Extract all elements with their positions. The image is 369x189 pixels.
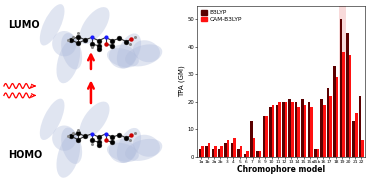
Ellipse shape (107, 48, 139, 67)
Bar (246, 151, 249, 157)
Bar (224, 143, 227, 157)
Bar (317, 149, 319, 157)
Ellipse shape (52, 31, 76, 56)
Bar (265, 116, 268, 157)
Bar (323, 105, 325, 157)
Bar (340, 19, 342, 157)
Ellipse shape (52, 125, 76, 151)
Ellipse shape (109, 139, 136, 163)
Bar (327, 88, 330, 157)
Text: HOMO: HOMO (8, 150, 42, 160)
Bar (256, 151, 259, 157)
Ellipse shape (79, 101, 110, 139)
Bar (218, 149, 221, 157)
Legend: B3LYP, CAM-B3LYP: B3LYP, CAM-B3LYP (200, 9, 243, 23)
Bar (263, 116, 265, 157)
X-axis label: Chromophore model: Chromophore model (237, 165, 325, 174)
Ellipse shape (117, 33, 141, 68)
Ellipse shape (107, 143, 139, 162)
Bar (252, 138, 255, 157)
Bar (278, 102, 281, 157)
Ellipse shape (79, 7, 110, 44)
Text: LUMO: LUMO (8, 20, 39, 29)
Bar (240, 146, 242, 157)
Bar (244, 154, 246, 157)
Bar (314, 149, 317, 157)
Bar (346, 33, 349, 157)
Bar (284, 102, 287, 157)
Bar (237, 149, 240, 157)
Bar (336, 77, 338, 157)
Bar (333, 66, 336, 157)
Ellipse shape (125, 44, 162, 67)
Ellipse shape (109, 45, 136, 69)
Bar (272, 105, 274, 157)
Bar (349, 55, 351, 157)
Bar (282, 102, 284, 157)
Bar (201, 146, 204, 157)
Bar (208, 143, 210, 157)
Bar (289, 99, 291, 157)
Ellipse shape (125, 139, 162, 161)
Bar (214, 146, 217, 157)
Y-axis label: TPA (GM): TPA (GM) (178, 65, 185, 97)
Bar (205, 146, 208, 157)
Bar (211, 149, 214, 157)
Bar (269, 107, 272, 157)
Ellipse shape (56, 133, 80, 178)
Bar (308, 102, 310, 157)
Ellipse shape (56, 39, 80, 83)
Bar (297, 107, 300, 157)
Bar (221, 146, 223, 157)
Bar (359, 96, 362, 157)
Bar (362, 140, 364, 157)
Bar (291, 102, 293, 157)
Ellipse shape (40, 99, 65, 140)
Ellipse shape (133, 135, 160, 157)
Ellipse shape (133, 40, 160, 62)
Ellipse shape (40, 4, 65, 46)
Ellipse shape (61, 128, 82, 164)
Bar (301, 99, 304, 157)
Bar (310, 107, 313, 157)
Bar (227, 140, 230, 157)
Bar (320, 99, 323, 157)
Bar (342, 52, 345, 157)
Bar (330, 96, 332, 157)
Bar (276, 105, 278, 157)
Ellipse shape (117, 128, 141, 163)
Bar (233, 138, 236, 157)
Bar (259, 151, 262, 157)
Bar (338, 6, 346, 157)
Bar (352, 121, 355, 157)
Bar (355, 113, 358, 157)
Bar (304, 105, 306, 157)
Bar (199, 149, 201, 157)
Bar (295, 102, 297, 157)
Ellipse shape (61, 33, 82, 69)
Bar (250, 121, 252, 157)
Bar (231, 143, 233, 157)
